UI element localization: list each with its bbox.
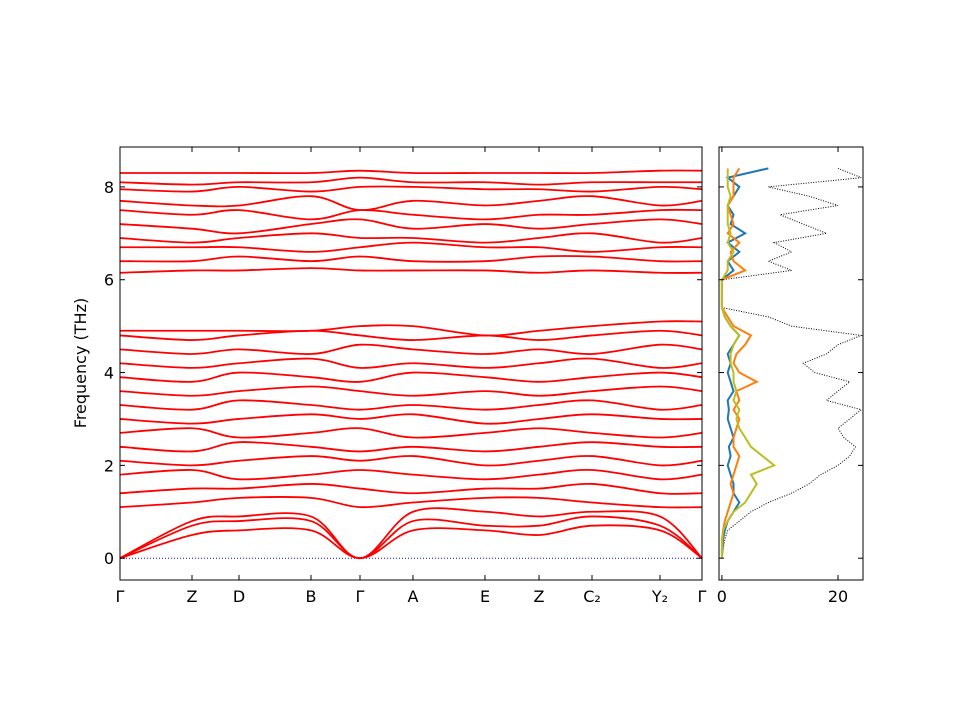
x-tick-label: Γ	[356, 587, 365, 606]
dos-line	[721, 167, 864, 559]
band-line	[119, 427, 703, 439]
x-tick-label: E	[480, 587, 490, 606]
band-line	[119, 218, 703, 235]
band-line	[119, 267, 703, 274]
band-line	[119, 496, 703, 509]
x-tick-label: Z	[534, 587, 545, 606]
band-line	[119, 185, 703, 193]
x-tick-label: 20	[828, 587, 848, 606]
band-line	[119, 455, 703, 467]
y-tick-label: 0	[104, 549, 114, 568]
band-line	[120, 169, 703, 175]
band-line	[119, 329, 703, 341]
y-tick-label: 2	[104, 456, 114, 475]
band-line	[119, 232, 703, 244]
band-line	[119, 413, 703, 425]
y-tick-label: 8	[104, 178, 114, 197]
x-tick-label: Y₂	[651, 587, 668, 606]
x-tick-label: Z	[187, 587, 198, 606]
band-line	[119, 357, 703, 369]
band-line	[119, 385, 703, 397]
band-line	[119, 241, 703, 253]
x-tick-label: 0	[717, 587, 727, 606]
band-line	[119, 399, 703, 411]
y-tick-label: 4	[104, 364, 114, 383]
plot-frame	[119, 146, 703, 581]
x-tick-label: B	[306, 587, 317, 606]
band-line	[119, 208, 703, 221]
band-line	[119, 482, 703, 495]
dos-line	[720, 168, 777, 559]
band-line	[119, 195, 703, 212]
x-tick-label: Γ	[116, 587, 125, 606]
y-axis-label: Frequency (THz)	[71, 298, 90, 428]
band-line	[119, 524, 703, 560]
band-line	[119, 441, 703, 453]
band-line	[119, 343, 703, 355]
x-tick-label: D	[233, 587, 245, 606]
band-line	[120, 320, 703, 337]
band-line	[119, 371, 703, 383]
band-line	[119, 255, 703, 263]
plot-frame	[718, 146, 864, 581]
band-line	[119, 469, 703, 481]
x-tick-label: Γ	[698, 587, 707, 606]
x-tick-label: A	[408, 587, 419, 606]
x-tick-label: C₂	[583, 587, 601, 606]
band-line	[119, 515, 703, 560]
dos-line	[720, 167, 759, 559]
band-line	[119, 507, 703, 560]
band-line	[119, 176, 702, 186]
y-tick-label: 6	[104, 271, 114, 290]
